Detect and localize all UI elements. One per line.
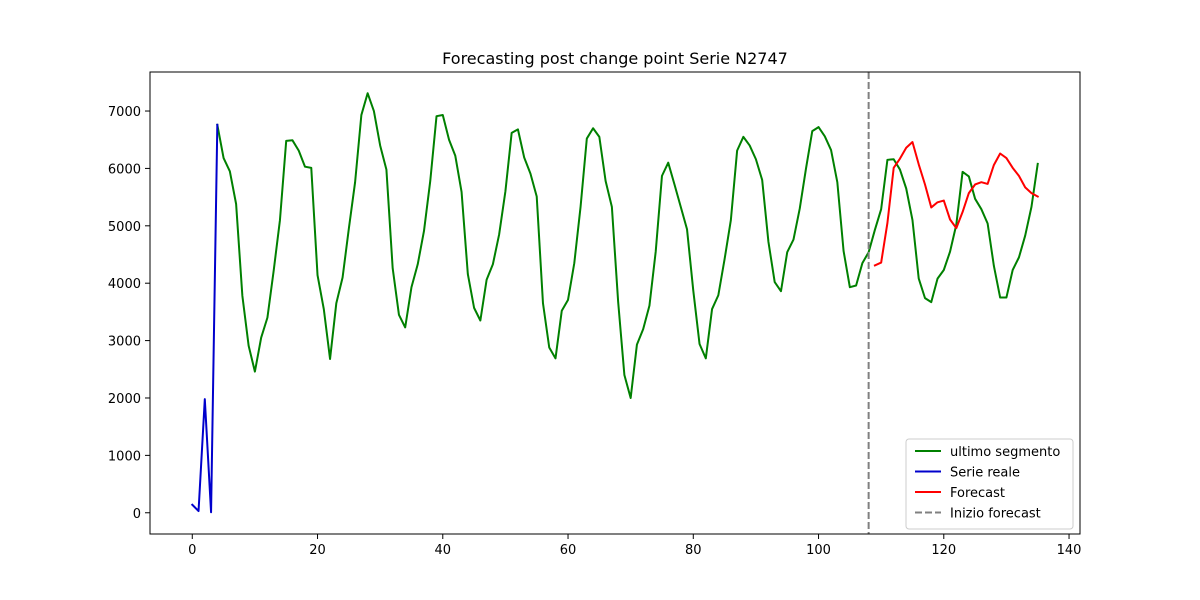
axes-frame xyxy=(149,71,1081,535)
x-tick-label: 120 xyxy=(931,543,956,558)
y-tick-label: 5000 xyxy=(108,220,141,235)
y-tick-label: 2000 xyxy=(108,392,141,407)
series-line-forecast xyxy=(873,141,1040,267)
x-tick-label: 100 xyxy=(806,543,831,558)
legend-label: Forecast xyxy=(950,486,1005,501)
legend-label: Inizio forecast xyxy=(950,507,1041,522)
x-tick-label: 20 xyxy=(309,543,326,558)
y-tick-label: 6000 xyxy=(108,162,141,177)
x-tick-label: 140 xyxy=(1057,543,1082,558)
y-tick-label: 7000 xyxy=(108,105,141,120)
y-tick-label: 1000 xyxy=(108,449,141,464)
legend-label: ultimo segmento xyxy=(950,445,1060,460)
legend-box xyxy=(905,438,1074,530)
x-tick-label: 0 xyxy=(188,543,196,558)
y-tick-label: 0 xyxy=(133,507,141,522)
x-tick-label: 80 xyxy=(685,543,702,558)
series-line-serie-reale xyxy=(190,123,219,514)
plot-area: 0 20 40 60 80 100 120 140 0 1000 2000 3000 4000 5000 6… xyxy=(108,71,1082,558)
y-tick-label: 3000 xyxy=(108,335,141,350)
x-tick-label: 40 xyxy=(435,543,452,558)
series-line-ultimo-segmento xyxy=(216,92,1039,399)
chart-title: Forecasting post change point Serie N274… xyxy=(442,49,788,68)
x-tick-label: 60 xyxy=(560,543,577,558)
legend: ultimo segmento Serie reale Forecast Inizio… xyxy=(905,438,1074,530)
y-tick-label: 4000 xyxy=(108,277,141,292)
legend-label: Serie reale xyxy=(950,466,1020,481)
